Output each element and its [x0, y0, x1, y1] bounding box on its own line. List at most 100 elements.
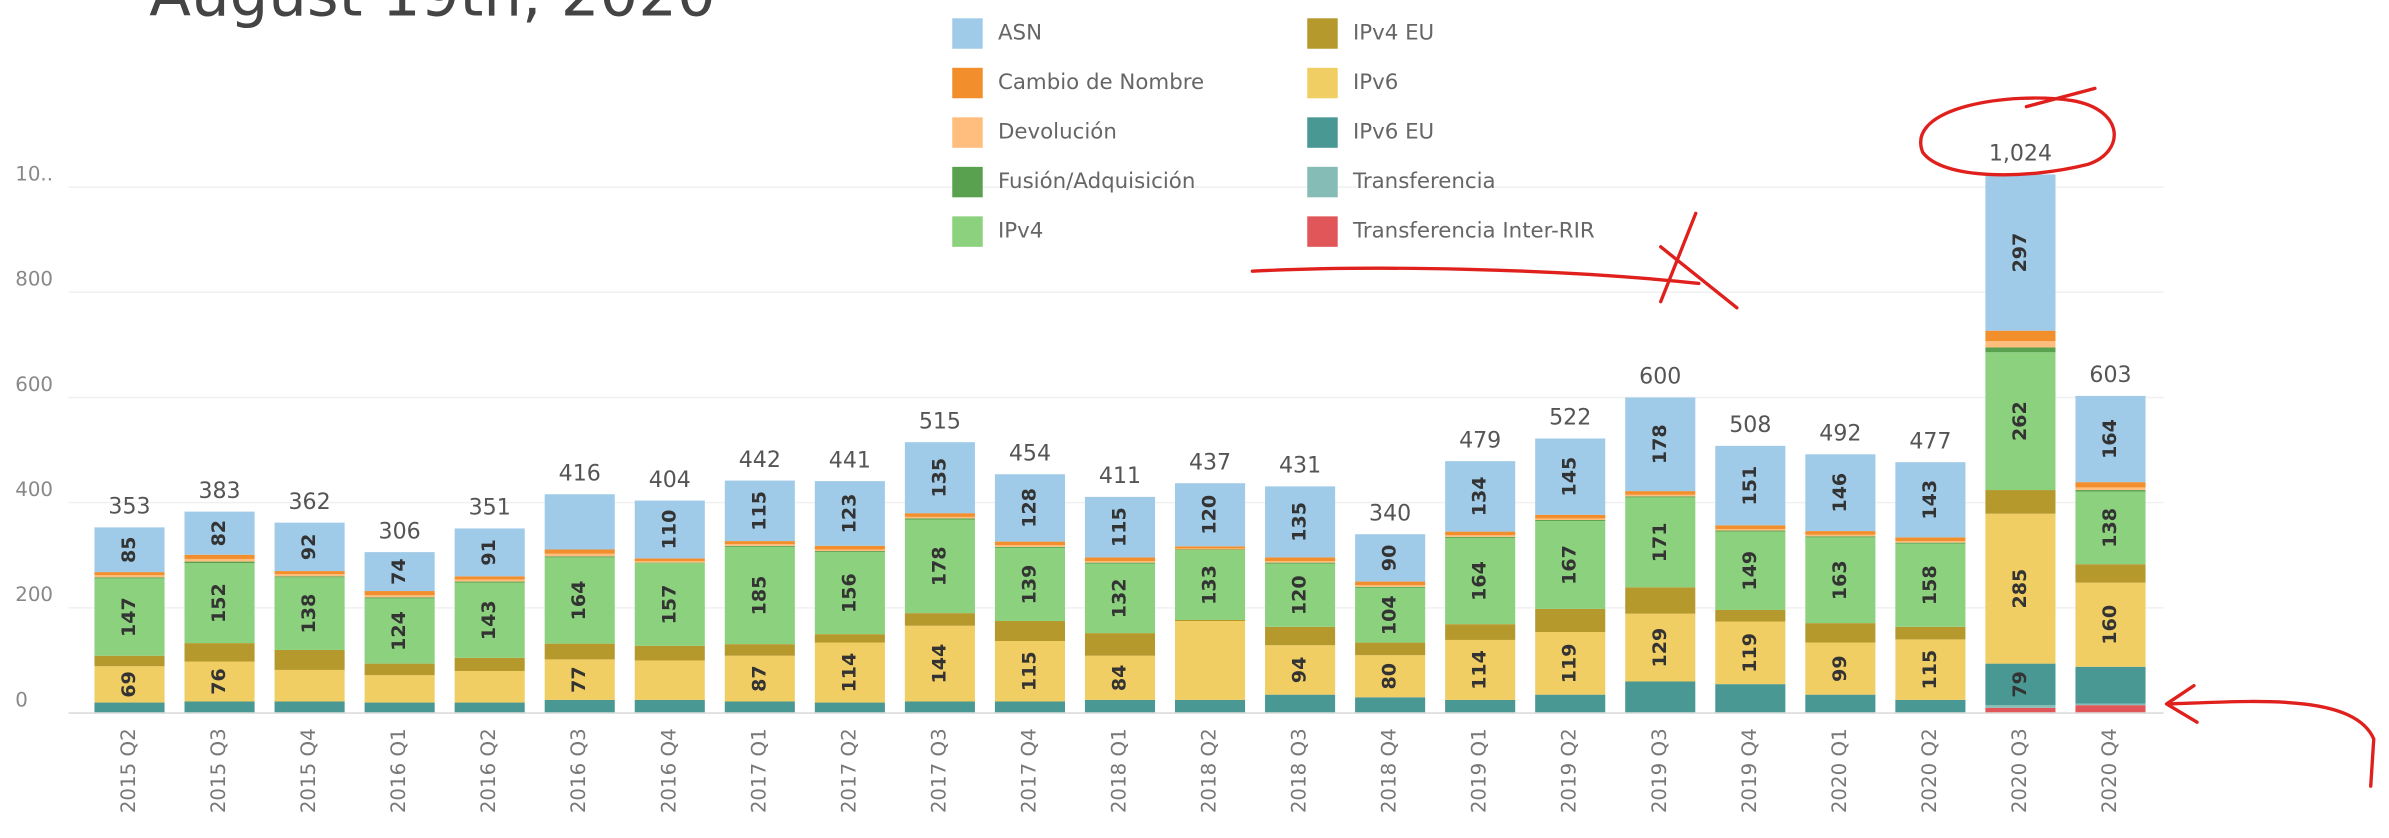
- bar-segment: [1174, 546, 1246, 549]
- bar-segment: [1265, 626, 1336, 646]
- bar-segment: [904, 613, 975, 626]
- bar-segment: [1265, 694, 1336, 714]
- legend-label: Cambio de Nombre: [998, 70, 1204, 95]
- bar-segment: [1895, 639, 1966, 700]
- bar-segment: [184, 558, 255, 562]
- bar-segment: [814, 552, 885, 635]
- bar-segment: [1355, 655, 1426, 698]
- legend-swatch: [952, 166, 983, 198]
- total-label: 454: [1009, 440, 1051, 466]
- legend-label: IPv4 EU: [1353, 21, 1434, 46]
- bar-segment: [2075, 703, 2146, 706]
- bar-segment: [274, 701, 345, 714]
- legend-label: IPv4: [998, 219, 1043, 244]
- bar-segment: [814, 702, 885, 714]
- segment-label: 145: [1559, 457, 1581, 497]
- bar-segment: [1985, 490, 2056, 514]
- bar-segment: [1535, 694, 1606, 714]
- bar-segment: [1445, 461, 1516, 532]
- bar-segment: [1625, 681, 1696, 714]
- bar-segment: [184, 643, 255, 662]
- segment-label: 152: [208, 583, 230, 623]
- bar-segment: [94, 575, 165, 578]
- bar-segment: [1355, 642, 1426, 656]
- segment-label: 285: [2009, 569, 2031, 609]
- bar-segment: [724, 545, 795, 547]
- segment-label: 146: [1829, 473, 1851, 513]
- segment-label: 143: [478, 600, 500, 640]
- bar-segment: [1445, 531, 1516, 536]
- bar-segment: [724, 655, 795, 702]
- bar-segment: [1535, 608, 1606, 633]
- bar-segment: [1715, 684, 1786, 714]
- total-label: 362: [289, 489, 331, 515]
- total-label: 353: [108, 494, 150, 520]
- bar-segment: [1805, 694, 1876, 714]
- x-tick-label: 2017 Q2: [837, 728, 860, 813]
- bar-segment: [544, 643, 615, 660]
- legend-swatch: [1307, 67, 1338, 99]
- bar-segment: [274, 649, 345, 670]
- bar-segment: [274, 576, 345, 578]
- segment-label: 143: [1919, 480, 1941, 520]
- bar-segment: [1985, 347, 2056, 353]
- bar-segment: [1625, 491, 1696, 495]
- bar-segment: [1895, 699, 1966, 714]
- bar-segment: [184, 563, 255, 644]
- x-tick-label: 2019 Q2: [1558, 728, 1581, 813]
- segment-label: 99: [1829, 655, 1851, 681]
- bar-segment: [1174, 621, 1246, 700]
- total-label: 508: [1729, 412, 1771, 438]
- segment-label: 120: [1289, 575, 1311, 615]
- bar-segment: [184, 701, 255, 714]
- bar-segment: [94, 578, 165, 656]
- total-label: 431: [1279, 453, 1321, 479]
- bar-segment: [1805, 536, 1876, 538]
- segment-label: 135: [928, 458, 950, 498]
- total-label: 411: [1099, 463, 1141, 489]
- segment-label: 185: [748, 576, 770, 616]
- bar-segment: [724, 701, 795, 714]
- total-label: 383: [198, 478, 240, 504]
- segment-label: 84: [1108, 665, 1130, 691]
- segment-label: 74: [388, 558, 410, 584]
- bar-segment: [1805, 623, 1876, 643]
- bar-segment: [1985, 341, 2056, 348]
- bar-segment: [1445, 624, 1516, 640]
- segment-label: 262: [2009, 401, 2031, 441]
- bar-segment: [1084, 561, 1156, 563]
- y-tick-label: 0: [15, 688, 28, 711]
- segment-label: 123: [838, 494, 860, 534]
- bar-segment: [1355, 585, 1426, 587]
- bar-segment: [904, 516, 975, 519]
- legend-label: Fusión/Adquisición: [998, 169, 1195, 194]
- bar-segment: [1895, 462, 1966, 538]
- bar-segment: [904, 518, 975, 520]
- total-label: 477: [1909, 428, 1951, 454]
- segment-label: 69: [118, 671, 140, 697]
- bar-segment: [94, 666, 165, 703]
- bar-segment: [184, 511, 255, 555]
- bar-segment: [1805, 537, 1876, 624]
- bar-segment: [274, 669, 345, 702]
- legend-label: IPv6 EU: [1353, 120, 1434, 145]
- bar-segment: [364, 702, 435, 714]
- bar-segment: [364, 597, 435, 599]
- x-tick-label: 2017 Q1: [747, 728, 770, 813]
- segment-label: 132: [1108, 579, 1130, 619]
- total-label: 351: [469, 495, 511, 521]
- bar-segment: [94, 702, 165, 714]
- segment-label: 110: [658, 510, 680, 550]
- bar-segment: [364, 675, 435, 703]
- total-label: 479: [1459, 427, 1501, 453]
- segment-label: 144: [928, 644, 950, 684]
- bar-segment: [1535, 520, 1606, 522]
- segment-label: 156: [838, 573, 860, 613]
- segment-label: 133: [1199, 565, 1221, 605]
- legend-label: Transferencia Inter-RIR: [1352, 219, 1595, 244]
- segment-label: 77: [568, 666, 590, 692]
- bar-segment: [1625, 587, 1696, 614]
- segment-label: 124: [388, 611, 410, 651]
- bar-segment: [1355, 586, 1426, 588]
- total-label: 603: [2089, 362, 2131, 388]
